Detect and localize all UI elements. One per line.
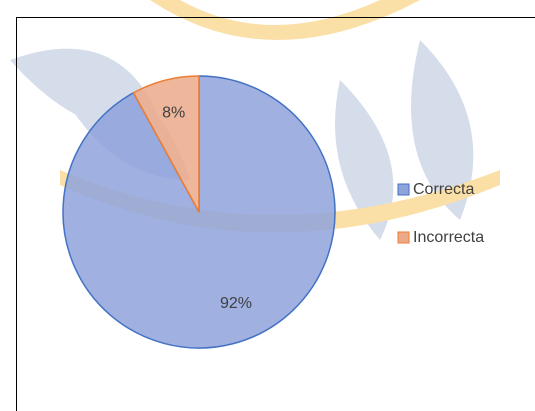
legend-swatch xyxy=(397,231,410,244)
chart-border xyxy=(16,17,535,411)
pie-slice xyxy=(132,75,200,213)
legend: Correcta Incorrecta xyxy=(397,181,484,246)
data-label: 8% xyxy=(162,104,185,121)
legend-swatch xyxy=(397,183,410,196)
legend-label: Incorrecta xyxy=(413,229,484,246)
data-label: 92% xyxy=(220,295,252,312)
pie: 92% 8% xyxy=(62,75,336,349)
legend-label: Correcta xyxy=(413,181,474,198)
